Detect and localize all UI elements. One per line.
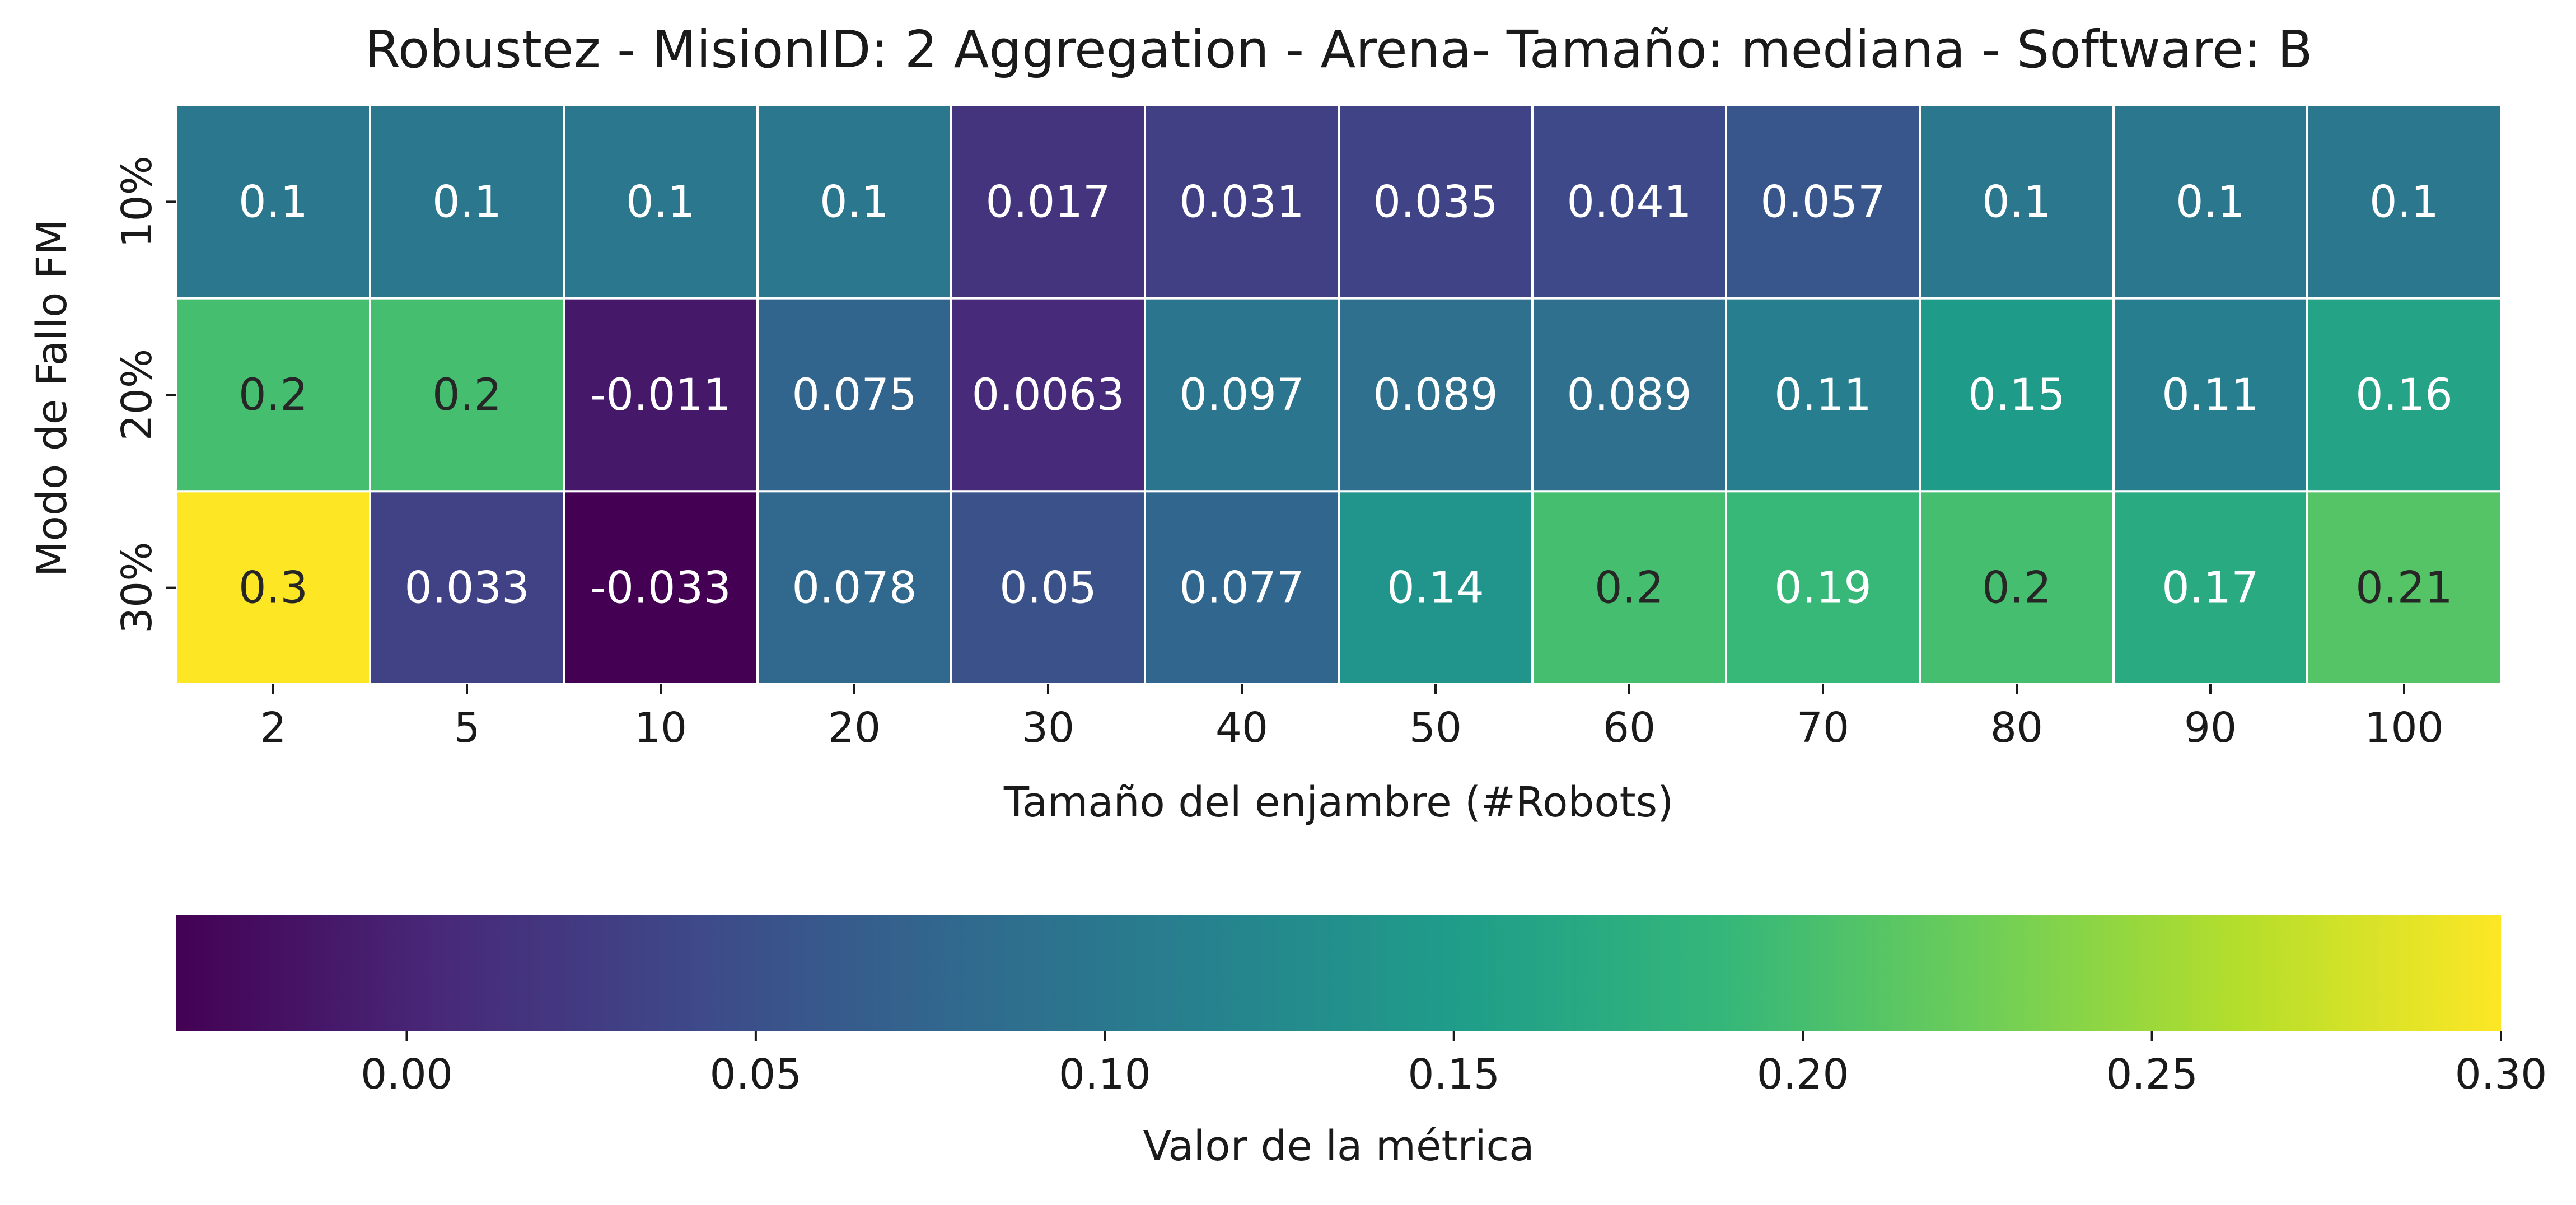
colorbar-ticks: 0.00 0.05 0.10 0.15 0.20 0.25 0.30 (361, 1031, 2547, 1099)
colorbar-tick-label: 0.10 (1059, 1050, 1151, 1099)
x-tick-label: 80 (1990, 704, 2043, 752)
x-tick-label: 5 (454, 704, 480, 752)
chart-title: Robustez - MisionID: 2 Aggregation - Are… (364, 20, 2313, 80)
cell-value-label: 0.05 (999, 563, 1097, 614)
cell-value-label: 0.017 (985, 177, 1110, 227)
y-axis-ticks: 10% 20% 30% (113, 156, 176, 634)
x-tick-label: 40 (1215, 704, 1268, 752)
heatmap-cell (2112, 297, 2308, 493)
heatmap-cell (756, 297, 952, 493)
heatmap-cell (950, 490, 1146, 685)
cell-value-label: 0.2 (239, 370, 308, 421)
heatmap-cell (2306, 490, 2502, 685)
heatmap-cell (1919, 297, 2115, 493)
cell-value-label: 0.031 (1179, 177, 1304, 227)
heatmap-cell-labels: 0.1 0.1 0.1 0.1 0.017 0.031 0.035 0.041 0.057 0.1… (239, 177, 2453, 613)
cell-value-label: -0.011 (590, 370, 731, 421)
cell-value-label: 0.033 (404, 563, 529, 614)
cell-value-label: 0.21 (2355, 563, 2453, 614)
heatmap-cell (1531, 104, 1727, 300)
heatmap-cell (563, 104, 759, 300)
x-tick-label: 20 (828, 704, 881, 752)
cell-value-label: 0.035 (1373, 177, 1498, 227)
cell-value-label: 0.19 (1774, 563, 1872, 614)
cell-value-label: 0.1 (2369, 177, 2439, 227)
cell-value-label: 0.2 (1595, 563, 1664, 614)
cell-value-label: 0.15 (1968, 370, 2065, 421)
colorbar-tick-label: 0.30 (2455, 1050, 2547, 1099)
colorbar-tick-label: 0.20 (1757, 1050, 1849, 1099)
x-tick-label: 50 (1409, 704, 1462, 752)
cell-value-label: 0.097 (1179, 370, 1304, 421)
cell-value-label: 0.1 (2176, 177, 2245, 227)
heatmap-cell (2112, 490, 2308, 685)
cell-value-label: 0.11 (1774, 370, 1872, 421)
y-axis-label: Modo de Fallo FM (28, 219, 76, 577)
colorbar-tick-label: 0.25 (2106, 1050, 2198, 1099)
cell-value-label: 0.17 (2162, 563, 2259, 614)
heatmap-cell (1725, 104, 1921, 300)
cell-value-label: 0.077 (1179, 563, 1304, 614)
colorbar (176, 915, 2501, 1031)
x-tick-label: 10 (634, 704, 687, 752)
cell-value-label: 0.14 (1387, 563, 1484, 614)
cell-value-label: 0.075 (792, 370, 917, 421)
x-tick-label: 2 (260, 704, 286, 752)
x-axis-ticks: 2 5 10 20 30 40 50 60 70 80 90 100 (260, 684, 2444, 752)
colorbar-tick-label: 0.15 (1408, 1050, 1500, 1099)
cell-value-label: 0.1 (432, 177, 502, 227)
cell-value-label: 0.1 (1982, 177, 2051, 227)
cell-value-label: 0.089 (1567, 370, 1691, 421)
y-tick-label: 30% (113, 541, 161, 633)
x-tick-label: 100 (2364, 704, 2443, 752)
heatmap-cell (2306, 104, 2502, 300)
cell-value-label: 0.1 (626, 177, 695, 227)
cell-value-label: 0.057 (1760, 177, 1885, 227)
cell-value-label: 0.2 (1982, 563, 2051, 614)
heatmap-cell (950, 297, 1146, 493)
heatmap-cell (369, 104, 565, 300)
cell-value-label: -0.033 (590, 563, 731, 614)
cell-value-label: 0.041 (1567, 177, 1691, 227)
heatmap-cell (1725, 297, 1921, 493)
heatmap-cell (1144, 297, 1340, 493)
heatmap-cell (175, 490, 371, 685)
heatmap-cell (756, 104, 952, 300)
colorbar-label: Valor de la métrica (1143, 1122, 1534, 1170)
heatmap-cell (1338, 104, 1534, 300)
cell-value-label: 0.2 (432, 370, 502, 421)
x-tick-label: 70 (1797, 704, 1849, 752)
heatmap-cells (175, 104, 2502, 685)
x-tick-label: 30 (1022, 704, 1074, 752)
cell-value-label: 0.078 (792, 563, 917, 614)
heatmap-cell (1338, 490, 1534, 685)
x-axis-label: Tamaño del enjambre (#Robots) (1003, 778, 1673, 826)
cell-value-label: 0.1 (820, 177, 889, 227)
heatmap-cell (1919, 104, 2115, 300)
cell-value-label: 0.089 (1373, 370, 1498, 421)
colorbar-tick-label: 0.05 (710, 1050, 802, 1099)
x-tick-label: 60 (1603, 704, 1656, 752)
cell-value-label: 0.1 (239, 177, 308, 227)
x-tick-label: 90 (2184, 704, 2237, 752)
cell-value-label: 0.3 (239, 563, 308, 614)
heatmap-cell (175, 297, 371, 493)
heatmap-cell (369, 297, 565, 493)
heatmap-cell (369, 490, 565, 685)
heatmap-cell (1144, 490, 1340, 685)
heatmap-cell (1531, 297, 1727, 493)
colorbar-tick-label: 0.00 (361, 1050, 453, 1099)
cell-value-label: 0.16 (2355, 370, 2453, 421)
y-tick-label: 10% (113, 156, 161, 247)
heatmap-cell (563, 297, 759, 493)
heatmap-cell (1338, 297, 1534, 493)
heatmap-cell (175, 104, 371, 300)
heatmap-cell (2306, 297, 2502, 493)
cell-value-label: 0.0063 (972, 370, 1125, 421)
cell-value-label: 0.11 (2162, 370, 2259, 421)
y-tick-label: 20% (113, 349, 161, 441)
